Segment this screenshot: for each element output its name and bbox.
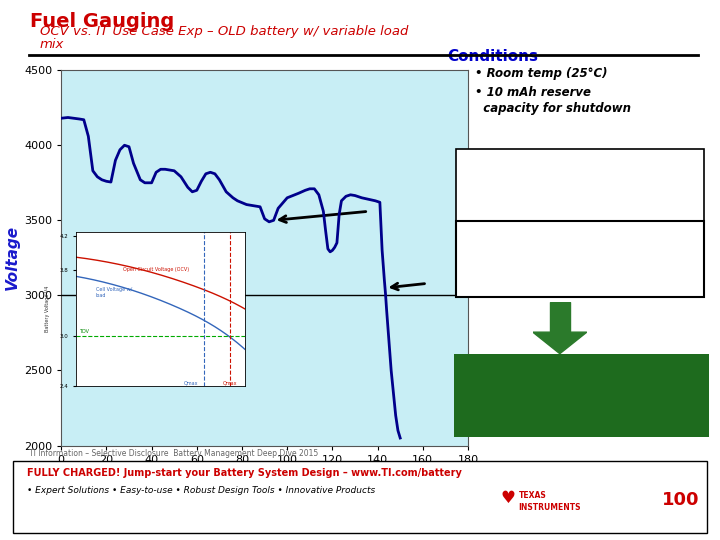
Text: with TI Gauge:: with TI Gauge: [531,377,639,390]
Text: Qmax: Qmax [184,381,198,386]
Text: Cell Voltage w/
load: Cell Voltage w/ load [96,287,132,298]
Text: TDV: TDV [79,329,89,334]
Text: 100: 100 [662,491,699,509]
Text: Conditions: Conditions [448,49,539,64]
Text: INSTRUMENTS: INSTRUMENTS [518,503,581,512]
Polygon shape [533,332,587,354]
Text: FULLY CHARGED! Jump-start your Battery System Design – www.TI.com/battery: FULLY CHARGED! Jump-start your Battery S… [27,468,462,478]
Text: mix: mix [40,38,64,51]
Y-axis label: Voltage: Voltage [5,225,20,291]
Text: • Room temp (25°C): • Room temp (25°C) [475,68,608,80]
Text: TEXAS: TEXAS [518,491,546,501]
Text: 142 minutes run time: 142 minutes run time [508,258,651,271]
Text: OCV: OCV [565,157,594,170]
Text: Fuel Gauging: Fuel Gauging [30,12,174,31]
Text: capacity for shutdown: capacity for shutdown [475,102,631,114]
Polygon shape [550,302,570,332]
Text: Shutdown @ 3.5V: Shutdown @ 3.5V [527,171,632,184]
Text: Open Circuit Voltage (OCV): Open Circuit Voltage (OCV) [123,267,189,272]
Text: Extended runtime: Extended runtime [518,362,652,375]
Text: Shutdown @ 3.144V: Shutdown @ 3.144V [513,243,646,256]
Text: +58%: +58% [561,393,608,408]
Text: • 10 mAh reserve: • 10 mAh reserve [475,86,591,99]
X-axis label: Run Time in Minutes: Run Time in Minutes [193,470,336,483]
Text: TI Information – Selective Disclosure  Battery Management Deep Dive 2015: TI Information – Selective Disclosure Ba… [29,449,318,458]
Text: 90 minutes run time: 90 minutes run time [519,185,640,198]
Text: Qmax: Qmax [222,381,237,386]
Text: OCV vs. IT Use Case Exp – OLD battery w/ variable load: OCV vs. IT Use Case Exp – OLD battery w/… [40,25,408,38]
Text: Impedance Track™ Gauge: Impedance Track™ Gauge [495,228,665,241]
Text: • Expert Solutions • Easy-to-use • Robust Design Tools • Innovative Products: • Expert Solutions • Easy-to-use • Robus… [27,486,376,495]
Text: ♥: ♥ [500,489,516,507]
Text: Battery Voltage V4: Battery Voltage V4 [45,286,50,332]
